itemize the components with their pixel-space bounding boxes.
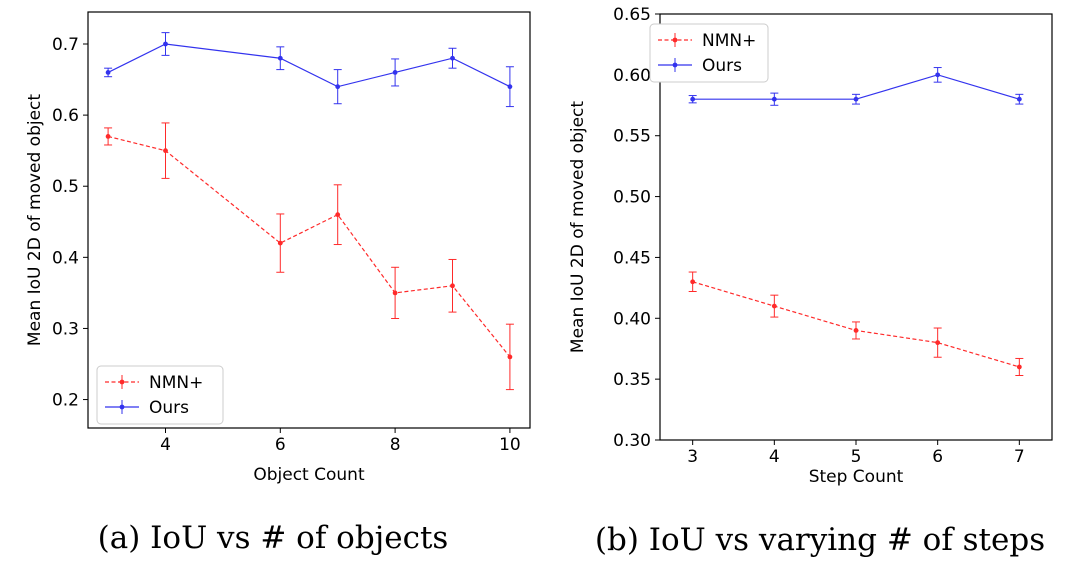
y-tick-label: 0.2 [52,391,79,411]
data-point [163,41,168,47]
x-axis-label: Step Count [809,467,904,487]
x-tick-label: 6 [275,435,286,455]
legend-swatch-marker [672,62,678,68]
y-tick-label: 0.60 [613,66,651,86]
y-axis-label: Mean IoU 2D of moved object [25,94,45,346]
legend-label: NMN+ [149,373,203,393]
data-point [1016,364,1022,370]
data-point [392,70,398,75]
data-point [507,84,513,90]
data-point [935,340,941,346]
data-point [771,96,777,102]
y-tick-label: 0.5 [52,177,79,197]
y-tick-label: 0.45 [613,248,651,268]
y-axis-label: Mean IoU 2D of moved object [568,101,588,353]
data-point [690,279,696,285]
data-point [450,55,455,61]
data-point [335,84,341,90]
y-tick-label: 0.3 [52,319,79,339]
legend-box [649,23,769,83]
y-tick-label: 0.35 [613,370,651,390]
y-tick-label: 0.6 [52,106,79,126]
y-tick-label: 0.65 [613,5,651,25]
x-tick-label: 4 [160,435,171,455]
x-tick-label: 4 [769,447,780,467]
data-point [450,283,455,289]
legend-box [96,365,224,425]
y-tick-label: 0.50 [613,188,651,208]
legend-label: NMN+ [702,31,756,51]
series-line-ours [107,43,511,88]
data-point [690,96,696,102]
plot-frame [87,11,531,429]
y-tick-label: 0.40 [613,309,651,329]
y-tick-label: 0.7 [52,35,79,55]
legend-swatch-marker [672,37,678,43]
data-point [935,72,941,78]
x-tick-label: 5 [851,447,862,467]
x-tick-label: 6 [932,447,943,467]
legend-swatch-marker [119,379,125,385]
data-point [335,212,341,218]
x-axis-label: Object Count [253,465,365,485]
x-tick-label: 10 [499,435,521,455]
data-point [277,240,283,246]
data-point [853,96,859,102]
x-tick-label: 8 [390,435,401,455]
legend-label: Ours [702,56,742,76]
x-tick-label: 3 [687,447,698,467]
data-point [105,70,111,75]
series-line-nmn-plus [107,135,511,358]
chart-object-count: 4 6 8 10 0.2 0.3 0.4 0.5 0.6 0.7 Object Count Mean … [25,11,531,556]
x-tick-label: 7 [1014,447,1025,467]
data-point [771,303,777,309]
data-point [853,328,859,333]
data-point [105,134,111,139]
data-point [392,290,398,296]
figure-caption: (b) IoU vs varying # of steps [595,522,1045,558]
y-tick-label: 0.4 [52,248,79,268]
data-point [277,55,283,61]
y-tick-label: 0.30 [613,431,651,451]
legend-label: Ours [149,398,189,418]
chart-step-count: 3 4 5 6 7 0.30 0.35 0.40 0.45 0.50 0.55 0.60 0.65 Ste… [568,5,1053,558]
data-point [1016,96,1022,102]
figure-caption: (a) IoU vs # of objects [98,520,449,556]
data-point [163,148,168,154]
data-point [507,354,513,360]
legend-swatch-marker [119,404,125,410]
y-tick-label: 0.55 [613,127,651,147]
